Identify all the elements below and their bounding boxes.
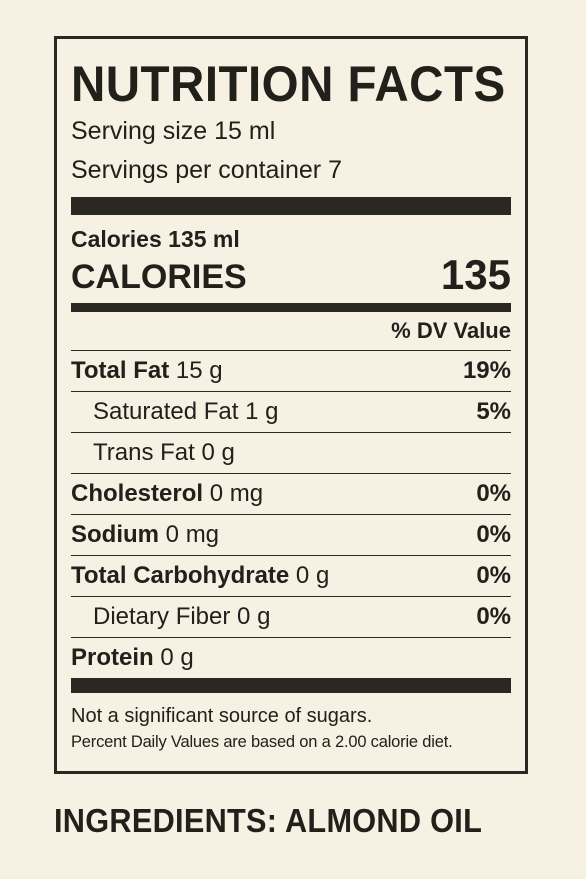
servings-per-container: Servings per container 7: [71, 156, 342, 184]
nutrient-row-protein: Protein 0 g: [71, 637, 511, 678]
nutrient-amount: 1 g: [245, 398, 279, 425]
bottom-thick-divider: [71, 678, 511, 693]
nutrient-name: Dietary Fiber: [93, 603, 231, 630]
nutrient-amount: 15 g: [175, 357, 223, 384]
daily-value-footnote: Percent Daily Values are based on a 2.00…: [71, 733, 453, 751]
calories-row: CALORIES 135: [71, 253, 511, 297]
nutrient-amount: 0 g: [201, 439, 235, 466]
nutrient-name: Cholesterol: [71, 480, 204, 507]
nutrient-row-total-fat: Total Fat 15 g 19%: [71, 350, 511, 391]
nutrient-row-cholesterol: Cholesterol 0 mg 0%: [71, 473, 511, 514]
nutrition-facts-panel: NUTRITION FACTS Serving size 15 ml Servi…: [54, 36, 528, 774]
nutrition-facts-title: NUTRITION FACTS: [71, 56, 506, 112]
dv-header: % DV Value: [391, 318, 511, 343]
nutrient-amount: 0 g: [160, 644, 194, 671]
nutrient-amount: 0 mg: [165, 521, 220, 548]
nutrient-row-sodium: Sodium 0 mg 0%: [71, 514, 511, 555]
nutrient-dv: 5%: [476, 398, 511, 425]
nutrient-name: Protein: [71, 644, 154, 671]
thick-divider: [71, 197, 511, 215]
nutrient-dv: 0%: [476, 603, 511, 630]
calories-value: 135: [440, 251, 511, 298]
nutrient-dv: 0%: [476, 521, 511, 548]
nutrient-name: Sodium: [71, 521, 159, 548]
nutrient-row-saturated-fat: Saturated Fat 1 g 5%: [71, 391, 511, 432]
nutrient-name: Saturated Fat: [93, 398, 239, 425]
medium-divider: [71, 303, 511, 312]
nutrient-name: Total Fat: [71, 357, 170, 384]
nutrient-dv: 0%: [476, 480, 511, 507]
nutrient-row-dietary-fiber: Dietary Fiber 0 g 0%: [71, 596, 511, 637]
nutrient-amount: 0 g: [237, 603, 271, 630]
sugars-footnote: Not a significant source of sugars.: [71, 705, 373, 727]
calories-label: CALORIES: [71, 258, 247, 296]
nutrient-amount: 0 g: [295, 562, 330, 589]
nutrient-dv: 19%: [462, 357, 511, 384]
calories-per-serving: Calories 135 ml: [71, 226, 240, 252]
serving-size: Serving size 15 ml: [71, 117, 276, 145]
nutrient-amount: 0 mg: [209, 480, 264, 507]
nutrient-row-trans-fat: Trans Fat 0 g: [71, 432, 511, 473]
nutrient-name: Trans Fat: [93, 439, 195, 466]
nutrient-dv: 0%: [476, 562, 511, 589]
nutrient-name: Total Carbohydrate: [71, 562, 290, 589]
nutrient-row-total-carbohydrate: Total Carbohydrate 0 g 0%: [71, 555, 511, 596]
ingredients-line: INGREDIENTS: ALMOND OIL: [54, 802, 483, 839]
